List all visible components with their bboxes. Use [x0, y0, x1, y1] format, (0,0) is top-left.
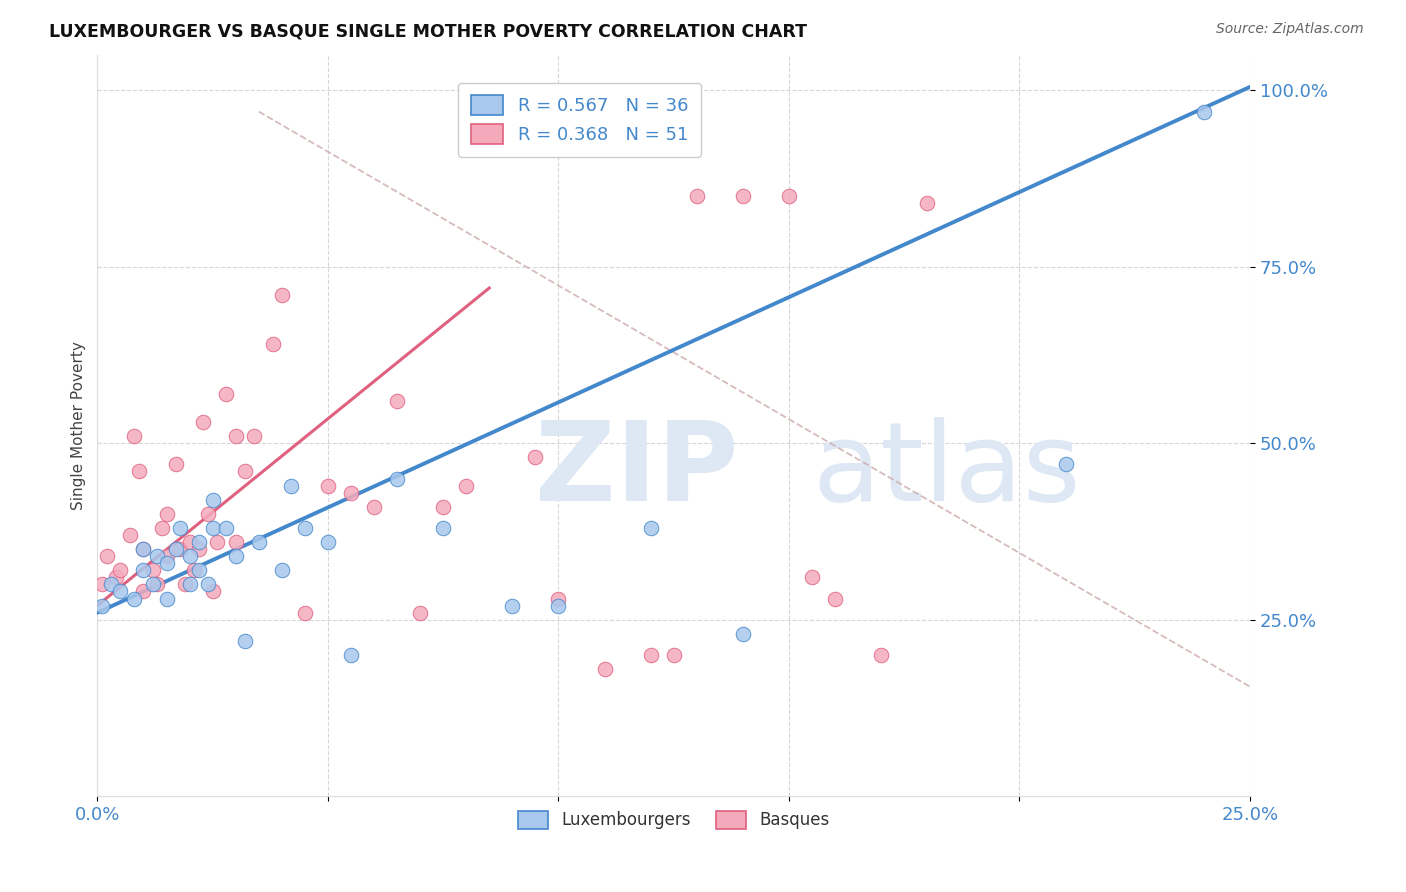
Point: [132, 563, 155, 577]
Point: [155, 549, 177, 564]
Point: [169, 542, 191, 557]
Point: [197, 577, 219, 591]
Point: [524, 450, 547, 465]
Point: [270, 288, 292, 302]
Point: [165, 458, 187, 472]
Point: [91, 599, 114, 613]
Point: [731, 189, 754, 203]
Point: [363, 500, 385, 514]
Point: [207, 535, 229, 549]
Point: [146, 549, 169, 564]
Point: [1054, 458, 1077, 472]
Point: [233, 633, 256, 648]
Point: [243, 429, 266, 443]
Point: [225, 429, 247, 443]
Point: [340, 485, 363, 500]
Point: [201, 584, 224, 599]
Point: [122, 429, 145, 443]
Point: [225, 535, 247, 549]
Point: [187, 535, 209, 549]
Point: [122, 591, 145, 606]
Point: [104, 570, 127, 584]
Point: [640, 648, 662, 662]
Point: [110, 563, 132, 577]
Point: [225, 549, 247, 564]
Point: [640, 521, 662, 535]
Point: [150, 521, 173, 535]
Point: [547, 591, 569, 606]
Point: [294, 521, 316, 535]
Point: [316, 535, 339, 549]
Point: [547, 599, 569, 613]
Point: [174, 577, 197, 591]
Point: [247, 535, 270, 549]
Point: [179, 549, 201, 564]
Point: [662, 648, 685, 662]
Point: [183, 563, 205, 577]
Point: [132, 542, 155, 557]
Point: [187, 542, 209, 557]
Point: [593, 662, 616, 676]
Point: [179, 535, 201, 549]
Point: [132, 542, 155, 557]
Point: [128, 465, 150, 479]
Point: [824, 591, 846, 606]
Point: [294, 606, 316, 620]
Point: [731, 627, 754, 641]
Point: [262, 337, 284, 351]
Point: [1192, 104, 1215, 119]
Point: [197, 507, 219, 521]
Text: LUXEMBOURGER VS BASQUE SINGLE MOTHER POVERTY CORRELATION CHART: LUXEMBOURGER VS BASQUE SINGLE MOTHER POV…: [49, 22, 807, 40]
Point: [96, 549, 118, 564]
Point: [100, 577, 122, 591]
Point: [778, 189, 800, 203]
Point: [280, 478, 302, 492]
Point: [501, 599, 523, 613]
Point: [233, 465, 256, 479]
Point: [155, 507, 177, 521]
Legend: Luxembourgers, Basques: Luxembourgers, Basques: [512, 804, 837, 836]
Point: [801, 570, 824, 584]
Y-axis label: Single Mother Poverty: Single Mother Poverty: [72, 341, 86, 510]
Point: [385, 471, 408, 485]
Point: [201, 492, 224, 507]
Text: atlas: atlas: [813, 417, 1080, 524]
Point: [91, 577, 114, 591]
Point: [142, 563, 165, 577]
Point: [409, 606, 432, 620]
Point: [110, 584, 132, 599]
Point: [432, 500, 454, 514]
Point: [270, 563, 292, 577]
Point: [215, 387, 238, 401]
Point: [917, 196, 939, 211]
Point: [187, 563, 209, 577]
Point: [385, 393, 408, 408]
Point: [316, 478, 339, 492]
Point: [432, 521, 454, 535]
Point: [165, 542, 187, 557]
Point: [179, 577, 201, 591]
Point: [155, 556, 177, 570]
Point: [132, 584, 155, 599]
Text: ZIP: ZIP: [536, 417, 738, 524]
Point: [201, 521, 224, 535]
Point: [146, 577, 169, 591]
Point: [456, 478, 478, 492]
Text: Source: ZipAtlas.com: Source: ZipAtlas.com: [1216, 22, 1364, 37]
Point: [118, 528, 141, 542]
Point: [215, 521, 238, 535]
Point: [193, 415, 215, 429]
Point: [155, 591, 177, 606]
Point: [169, 521, 191, 535]
Point: [870, 648, 893, 662]
Point: [340, 648, 363, 662]
Point: [686, 189, 709, 203]
Point: [142, 577, 165, 591]
